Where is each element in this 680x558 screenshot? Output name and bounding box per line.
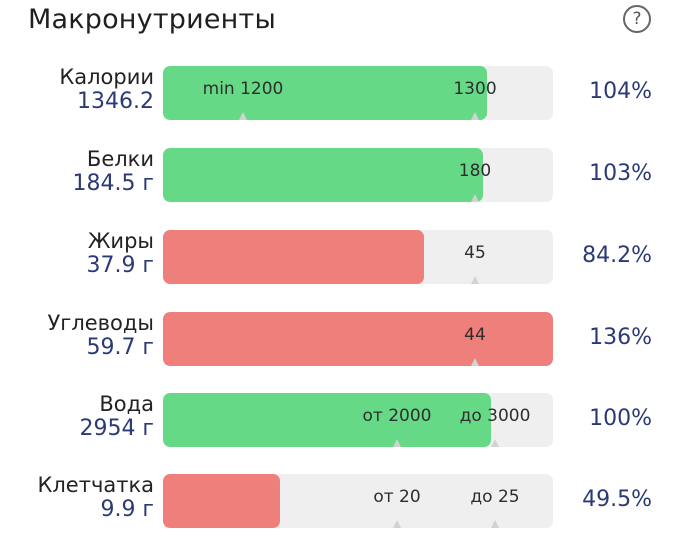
percent-value: 136% bbox=[589, 325, 652, 350]
progress-fill bbox=[163, 230, 424, 284]
target-marker-icon bbox=[239, 112, 247, 120]
target-marker-icon bbox=[491, 520, 499, 528]
target-marker-icon bbox=[471, 112, 479, 120]
target-marker-icon bbox=[471, 194, 479, 202]
target-marker-label: до 3000 bbox=[459, 406, 531, 426]
nutrient-label: Калории bbox=[59, 65, 154, 89]
nutrient-row[interactable]: Вода 2954 г от 2000 до 3000 100% bbox=[0, 392, 680, 447]
progress-track: от 20 до 25 bbox=[163, 474, 553, 528]
nutrient-value: 9.9 г bbox=[100, 497, 154, 522]
nutrient-label: Жиры bbox=[87, 229, 154, 253]
progress-fill bbox=[163, 474, 280, 528]
help-icon[interactable]: ? bbox=[623, 5, 651, 33]
progress-fill bbox=[163, 148, 483, 202]
nutrient-value: 184.5 г bbox=[72, 171, 154, 196]
target-marker-label: 44 bbox=[464, 325, 486, 345]
page-title: Макронутриенты bbox=[28, 4, 276, 35]
percent-value: 100% bbox=[589, 406, 652, 431]
nutrient-value: 1346.2 bbox=[77, 89, 154, 114]
nutrient-value: 2954 г bbox=[79, 416, 154, 441]
progress-track: от 2000 до 3000 bbox=[163, 393, 553, 447]
target-marker-icon bbox=[471, 358, 479, 366]
target-marker-icon bbox=[393, 520, 401, 528]
percent-value: 103% bbox=[589, 161, 652, 186]
nutrient-label: Белки bbox=[86, 147, 154, 171]
progress-track: min 1200 1300 bbox=[163, 66, 553, 120]
target-marker-label: от 2000 bbox=[362, 406, 432, 426]
percent-value: 49.5% bbox=[582, 487, 652, 512]
percent-value: 84.2% bbox=[582, 243, 652, 268]
target-marker-label: 1300 bbox=[453, 79, 497, 99]
progress-fill bbox=[163, 66, 487, 120]
nutrient-row[interactable]: Углеводы 59.7 г 44 136% bbox=[0, 311, 680, 366]
nutrient-row[interactable]: Клетчатка 9.9 г от 20 до 25 49.5% bbox=[0, 473, 680, 528]
nutrient-label: Вода bbox=[99, 392, 154, 416]
target-marker-icon bbox=[491, 439, 499, 447]
progress-fill bbox=[163, 312, 553, 366]
progress-track: 180 bbox=[163, 148, 553, 202]
progress-track: 45 bbox=[163, 230, 553, 284]
nutrient-value: 59.7 г bbox=[86, 335, 154, 360]
target-marker-label: от 20 bbox=[373, 487, 421, 507]
nutrient-label: Клетчатка bbox=[37, 473, 154, 497]
nutrient-row[interactable]: Калории 1346.2 min 1200 1300 104% bbox=[0, 65, 680, 120]
nutrient-label: Углеводы bbox=[47, 311, 155, 335]
percent-value: 104% bbox=[589, 79, 652, 104]
nutrient-row[interactable]: Жиры 37.9 г 45 84.2% bbox=[0, 229, 680, 284]
target-marker-icon bbox=[393, 439, 401, 447]
target-marker-label: 180 bbox=[458, 161, 492, 181]
target-marker-label: до 25 bbox=[470, 487, 520, 507]
progress-fill bbox=[163, 393, 491, 447]
nutrient-value: 37.9 г bbox=[86, 253, 154, 278]
target-marker-icon bbox=[471, 276, 479, 284]
nutrient-row[interactable]: Белки 184.5 г 180 103% bbox=[0, 147, 680, 202]
target-marker-label: 45 bbox=[464, 243, 486, 263]
progress-track: 44 bbox=[163, 312, 553, 366]
target-marker-label: min 1200 bbox=[202, 79, 284, 99]
